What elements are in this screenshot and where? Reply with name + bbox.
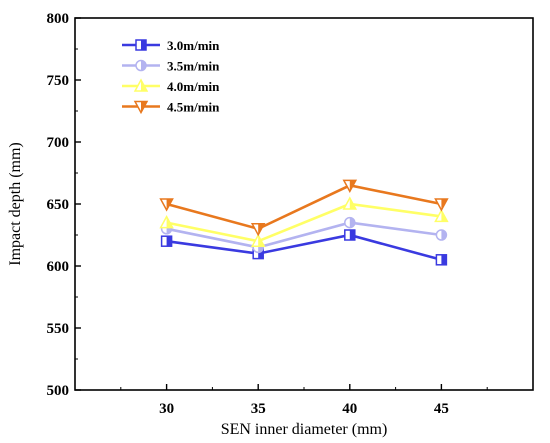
- data-point-4.0m/min: [342, 196, 358, 210]
- series-line-3.5m/min: [166, 221, 442, 249]
- y-tick-label: 600: [47, 259, 70, 275]
- y-tick-label: 650: [47, 197, 70, 213]
- x-axis-title: SEN inner diameter (mm): [221, 421, 388, 438]
- data-point-4.0m/min: [159, 215, 174, 229]
- series-line-4.5m/min: [166, 184, 442, 231]
- data-point-4.0m/min: [434, 208, 449, 223]
- legend-marker: [133, 100, 149, 115]
- y-tick-label: 500: [47, 383, 70, 399]
- legend: 3.0m/min 3.5m/min 4.0m/min 4.5m/min: [122, 38, 220, 115]
- x-tick-label: 45: [434, 401, 449, 417]
- series-line-3.0m/min: [166, 233, 442, 262]
- data-point-3.0m/min: [160, 235, 173, 247]
- y-tick-label: 750: [47, 73, 70, 89]
- data-point-3.0m/min: [344, 229, 356, 241]
- legend-marker: [135, 59, 147, 72]
- data-point-3.5m/min: [344, 216, 356, 229]
- y-tick-label: 550: [47, 321, 70, 337]
- data-point-3.5m/min: [435, 229, 448, 241]
- series-line-4.0m/min: [166, 202, 442, 243]
- data-point-4.5m/min: [250, 223, 266, 237]
- plot-border: [74, 17, 534, 391]
- data-point-4.0m/min: [250, 233, 266, 247]
- y-tick-label: 700: [47, 135, 70, 151]
- y-tick-label: 800: [47, 11, 70, 27]
- legend-label: 4.5m/min: [167, 100, 220, 115]
- legend-marker: [135, 39, 147, 51]
- data-point-4.5m/min: [434, 198, 449, 212]
- x-axis: 30 35 40 45: [120, 384, 488, 417]
- legend-label: 3.0m/min: [167, 38, 220, 53]
- y-axis: 500 550 600 650 700 750 800: [47, 11, 81, 399]
- data-point-3.0m/min: [435, 254, 448, 266]
- legend-label: 3.5m/min: [167, 59, 220, 74]
- series-layer: [159, 179, 449, 266]
- legend-label: 4.0m/min: [167, 79, 220, 94]
- data-point-4.5m/min: [159, 198, 174, 212]
- x-tick-label: 40: [342, 401, 357, 417]
- plot-frame: [74, 17, 534, 391]
- data-point-4.5m/min: [342, 179, 358, 193]
- x-tick-label: 30: [159, 401, 174, 417]
- legend-marker: [133, 78, 149, 92]
- x-tick-label: 35: [251, 401, 266, 417]
- y-axis-title: Impact depth (mm): [7, 142, 24, 266]
